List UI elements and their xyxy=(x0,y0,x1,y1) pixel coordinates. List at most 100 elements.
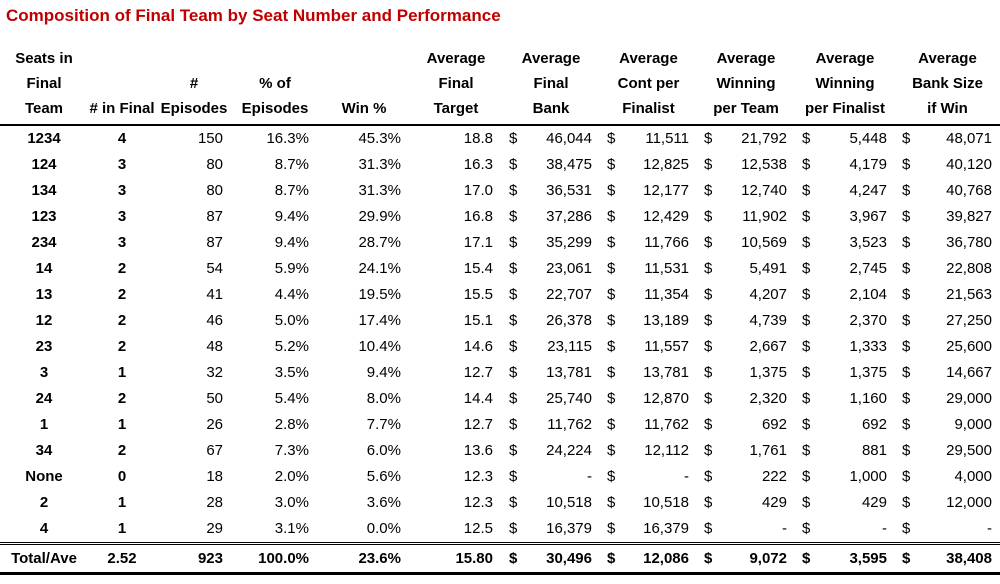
currency-cell: $25,600 xyxy=(895,334,1000,360)
column-header-pct-of-episodes: % of Episodes xyxy=(241,75,309,117)
currency-cell: $21,792 xyxy=(697,125,795,152)
table-row: 23 2 48 5.2% 10.4% 14.6 $23,115 $11,557 $2,667 $1… xyxy=(0,334,1000,360)
dollar-sign: $ xyxy=(607,156,616,173)
dollar-sign: $ xyxy=(509,390,518,407)
dollar-sign: $ xyxy=(902,416,911,433)
table-cell: 1 xyxy=(117,364,127,381)
seat-combo-cell: 23 xyxy=(35,338,53,355)
currency-value: 11,762 xyxy=(644,416,689,433)
dollar-sign: $ xyxy=(704,182,713,199)
seat-combo-cell: None xyxy=(25,468,63,485)
currency-cell: $12,177 xyxy=(600,178,697,204)
currency-cell: $9,072 xyxy=(697,544,795,574)
table-cell: 4 xyxy=(117,130,127,147)
currency-cell: $27,250 xyxy=(895,308,1000,334)
currency-cell: $30,496 xyxy=(502,544,600,574)
table-cell: 12.5 xyxy=(463,520,493,537)
table-cell: 29 xyxy=(206,520,223,537)
currency-cell: $1,333 xyxy=(795,334,895,360)
currency-value: 22,707 xyxy=(546,286,592,303)
table-row: 124 3 80 8.7% 31.3% 16.3 $38,475 $12,825 $12,538… xyxy=(0,152,1000,178)
currency-value: 12,538 xyxy=(741,156,787,173)
currency-value: 4,739 xyxy=(749,312,787,329)
dollar-sign: $ xyxy=(802,550,811,567)
seat-combo-cell: 4 xyxy=(39,520,49,537)
table-row: 134 3 80 8.7% 31.3% 17.0 $36,531 $12,177 $12,740… xyxy=(0,178,1000,204)
table-cell: 2.52 xyxy=(107,550,137,567)
currency-cell: $4,179 xyxy=(795,152,895,178)
dollar-sign: $ xyxy=(704,338,713,355)
table-cell: 31.3% xyxy=(358,156,401,173)
dollar-sign: $ xyxy=(509,416,518,433)
currency-value: 26,378 xyxy=(546,312,592,329)
table-cell: 45.3% xyxy=(358,130,401,147)
table-cell: 17.0 xyxy=(463,182,493,199)
currency-value: 881 xyxy=(861,442,887,459)
table-cell: 9.4% xyxy=(274,234,309,251)
dollar-sign: $ xyxy=(704,156,713,173)
dollar-sign: $ xyxy=(607,364,616,381)
dollar-sign: $ xyxy=(902,550,911,567)
table-cell: 15.5 xyxy=(463,286,493,303)
table-row: 13 2 41 4.4% 19.5% 15.5 $22,707 $11,354 $4,207 $2… xyxy=(0,282,1000,308)
table-cell: 14.6 xyxy=(463,338,493,355)
dollar-sign: $ xyxy=(704,312,713,329)
currency-cell: $11,766 xyxy=(600,230,697,256)
table-cell: 2.8% xyxy=(274,416,309,433)
dollar-sign: $ xyxy=(607,494,616,511)
currency-value: 12,112 xyxy=(644,442,689,459)
table-cell: 18 xyxy=(206,468,223,485)
dollar-sign: $ xyxy=(509,364,518,381)
currency-cell: $3,595 xyxy=(795,544,895,574)
currency-cell: $40,768 xyxy=(895,178,1000,204)
dollar-sign: $ xyxy=(704,468,713,485)
dollar-sign: $ xyxy=(607,338,616,355)
dollar-sign: $ xyxy=(607,468,616,485)
dollar-sign: $ xyxy=(902,156,911,173)
currency-value: 2,745 xyxy=(849,260,887,277)
dollar-sign: $ xyxy=(902,520,911,537)
table-cell: 5.4% xyxy=(274,390,309,407)
table-cell: 10.4% xyxy=(358,338,401,355)
currency-cell: $1,000 xyxy=(795,464,895,490)
currency-cell: $429 xyxy=(697,490,795,516)
table-cell: 14.4 xyxy=(463,390,493,407)
table-cell: 24.1% xyxy=(358,260,401,277)
table-cell: 100.0% xyxy=(258,550,309,567)
currency-cell: $692 xyxy=(795,412,895,438)
currency-value: 11,557 xyxy=(644,338,689,355)
dollar-sign: $ xyxy=(607,390,616,407)
currency-cell: $12,825 xyxy=(600,152,697,178)
currency-cell: $429 xyxy=(795,490,895,516)
currency-value: 37,286 xyxy=(546,208,592,225)
currency-cell: $11,354 xyxy=(600,282,697,308)
currency-value: 23,115 xyxy=(547,338,592,355)
currency-cell: $13,781 xyxy=(600,360,697,386)
currency-value: 13,781 xyxy=(546,364,592,381)
table-cell: 18.8 xyxy=(463,130,493,147)
dollar-sign: $ xyxy=(802,494,811,511)
table-row: 1234 4 150 16.3% 45.3% 18.8 $46,044 $11,511 $21,… xyxy=(0,125,1000,152)
table-row: None 0 18 2.0% 5.6% 12.3 $ - $ - $222 $1,000 $4,000 xyxy=(0,464,1000,490)
dollar-sign: $ xyxy=(902,338,911,355)
currency-value: 9,072 xyxy=(749,550,787,567)
dollar-sign: $ xyxy=(802,312,811,329)
dollar-sign: $ xyxy=(704,208,713,225)
dollar-sign: $ xyxy=(509,520,518,537)
currency-value: 11,902 xyxy=(742,208,787,225)
table-cell: 3 xyxy=(117,234,127,251)
table-cell: 46 xyxy=(206,312,223,329)
currency-value: 38,408 xyxy=(946,550,992,567)
column-header-win-pct: Win % xyxy=(341,100,387,117)
seat-combo-cell: 34 xyxy=(35,442,53,459)
dollar-sign: $ xyxy=(704,234,713,251)
currency-value: 1,333 xyxy=(849,338,887,355)
table-cell: 2 xyxy=(117,338,127,355)
seat-combo-cell: 234 xyxy=(31,234,57,251)
currency-value: 2,370 xyxy=(849,312,887,329)
currency-cell: $5,448 xyxy=(795,125,895,152)
currency-value: 12,177 xyxy=(643,182,689,199)
currency-value: 23,061 xyxy=(546,260,592,277)
currency-value: 11,531 xyxy=(644,260,689,277)
currency-cell: $ - xyxy=(895,516,1000,544)
